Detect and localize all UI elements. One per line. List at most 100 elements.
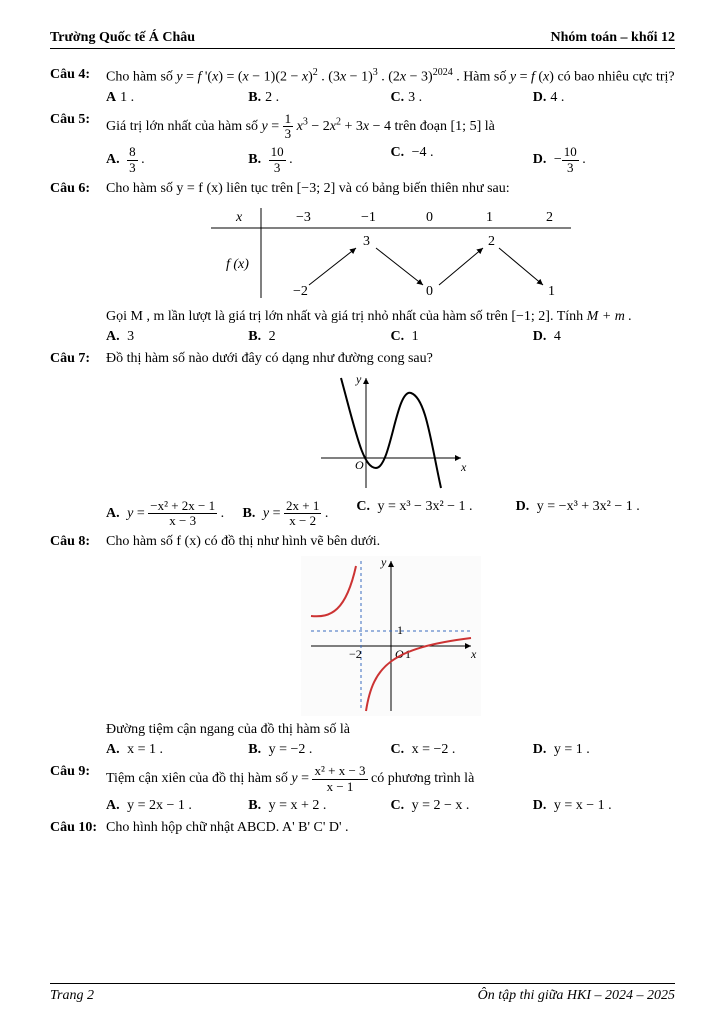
q7-opt-d: D. y = −x³ + 3x² − 1 .: [516, 499, 675, 529]
q9-opt-d: D. y = x − 1 .: [533, 798, 675, 814]
svg-text:y: y: [380, 556, 387, 569]
q7-b-den: x − 2: [284, 514, 321, 528]
q6-stem-a: Cho hàm số y = f (x) liên tục trên [−3; …: [106, 181, 675, 197]
q9-opt-b: B. y = x + 2 .: [248, 798, 390, 814]
q6-opt-a: A. 3: [106, 329, 248, 345]
q5-stem-pre: Giá trị lớn nhất của hàm số: [106, 119, 262, 134]
q7-opt-b: B. y = 2x + 1x − 2 .: [243, 499, 357, 529]
q6-stem-b-expr: M + m .: [587, 309, 632, 324]
q9-frac-num: x² + x − 3: [312, 764, 367, 779]
q4-opt-d: D.4 .: [533, 90, 675, 106]
q6-variation-table: x f (x) −3 −1 0 1 2 3 2 −2 0 1: [201, 203, 581, 303]
q4-stem: Cho hàm số y = f '(x) = (x − 1)(2 − x)2 …: [106, 67, 675, 86]
question-8: Câu 8: Cho hàm số f (x) có đồ thị như hì…: [50, 534, 675, 758]
q9-opt-c: C. y = 2 − x .: [391, 798, 533, 814]
q8-d: y = 1 .: [554, 742, 590, 757]
q5-opt-b: B. 103 .: [248, 145, 390, 175]
q5-d-num: 10: [562, 145, 579, 160]
q9-stem-post: có phương trình là: [371, 771, 474, 786]
svg-text:3: 3: [363, 234, 370, 249]
q7-opt-a: A. y = −x² + 2x − 1x − 3 .: [106, 499, 243, 529]
q4-opt-d-text: 4 .: [550, 90, 564, 105]
svg-text:f (x): f (x): [226, 257, 249, 272]
q8-b: y = −2 .: [269, 742, 313, 757]
svg-text:−3: −3: [296, 210, 311, 225]
q8-c: x = −2 .: [412, 742, 456, 757]
q7-label: Câu 7:: [50, 351, 106, 367]
q7-c: y = x³ − 3x² − 1 .: [377, 499, 472, 514]
q5-a-den: 3: [127, 161, 138, 175]
q8-graph: x y O −2 1 1: [301, 556, 481, 716]
q6-d: 4: [554, 329, 561, 344]
q5-b-den: 3: [269, 161, 286, 175]
q4-stem-post: có bao nhiêu cực trị?: [557, 70, 674, 85]
q5-label: Câu 5:: [50, 112, 106, 128]
q8-opt-b: B. y = −2 .: [248, 742, 390, 758]
q4-opt-a: A1 .: [106, 90, 248, 106]
q6-label: Câu 6:: [50, 181, 106, 197]
q7-a-num: −x² + 2x − 1: [148, 499, 217, 514]
q6-opt-b: B. 2: [248, 329, 390, 345]
q7-a-den: x − 3: [148, 514, 217, 528]
q8-opt-d: D. y = 1 .: [533, 742, 675, 758]
footer-left: Trang 2: [50, 988, 94, 1004]
q7-stem: Đồ thị hàm số nào dưới đây có dạng như đ…: [106, 351, 675, 367]
svg-text:x: x: [460, 460, 467, 474]
q8-opt-c: C. x = −2 .: [391, 742, 533, 758]
q6-c: 1: [412, 329, 419, 344]
q6-a: 3: [127, 329, 134, 344]
q6-b: 2: [269, 329, 276, 344]
q9-d: y = x − 1 .: [554, 798, 612, 813]
q6-stem-b: Gọi M , m lần lượt là giá trị lớn nhất v…: [106, 309, 675, 325]
question-6: Câu 6: Cho hàm số y = f (x) liên tục trê…: [50, 181, 675, 345]
q5-frac-num: 1: [283, 112, 294, 127]
question-9: Câu 9: Tiệm cận xiên của đồ thị hàm số y…: [50, 764, 675, 814]
q8-stem-a: Cho hàm số f (x) có đồ thị như hình vẽ b…: [106, 534, 675, 550]
svg-text:y: y: [355, 373, 362, 386]
svg-text:x: x: [235, 210, 243, 225]
q5-opt-c: C. −4 .: [391, 145, 533, 175]
q7-opt-c: C. y = x³ − 3x² − 1 .: [356, 499, 515, 529]
q4-opt-a-text: 1 .: [120, 90, 134, 105]
q8-a: x = 1 .: [127, 742, 163, 757]
question-10: Câu 10: Cho hình hộp chữ nhật ABCD. A' B…: [50, 820, 675, 840]
q5-b-num: 10: [269, 145, 286, 160]
q4-opt-c-text: 3 .: [408, 90, 422, 105]
q6-stem-b-pre: Gọi M , m lần lượt là giá trị lớn nhất v…: [106, 309, 587, 324]
q9-a: y = 2x − 1 .: [127, 798, 192, 813]
header-right: Nhóm toán – khối 12: [551, 30, 675, 46]
q6-opt-c: C. 1: [391, 329, 533, 345]
svg-text:2: 2: [546, 210, 553, 225]
q7-d: y = −x³ + 3x² − 1 .: [537, 499, 640, 514]
q7-b-num: 2x + 1: [284, 499, 321, 514]
q4-opt-c: C.3 .: [391, 90, 533, 106]
header-left: Trường Quốc tế Á Châu: [50, 30, 195, 46]
q6-opt-d: D. 4: [533, 329, 675, 345]
q5-opt-d: D. −103 .: [533, 145, 675, 175]
svg-text:1: 1: [548, 284, 555, 299]
q5-frac-den: 3: [283, 127, 294, 141]
q8-label: Câu 8:: [50, 534, 106, 550]
svg-text:0: 0: [426, 284, 433, 299]
q8-opt-a: A. x = 1 .: [106, 742, 248, 758]
q5-c-text: −4 .: [412, 145, 434, 160]
svg-text:2: 2: [488, 234, 495, 249]
q4-opt-b: B.2 .: [248, 90, 390, 106]
q5-a-num: 8: [127, 145, 138, 160]
q10-stem: Cho hình hộp chữ nhật ABCD. A' B' C' D' …: [106, 820, 675, 836]
question-4: Câu 4: Cho hàm số y = f '(x) = (x − 1)(2…: [50, 67, 675, 106]
q9-stem: Tiệm cận xiên của đồ thị hàm số y = x² +…: [106, 764, 675, 794]
svg-text:1: 1: [486, 210, 493, 225]
svg-text:O: O: [355, 458, 364, 472]
q5-opt-a: A. 83 .: [106, 145, 248, 175]
svg-text:−1: −1: [361, 210, 376, 225]
q8-stem-b: Đường tiệm cận ngang của đồ thị hàm số l…: [106, 722, 675, 738]
svg-text:−2: −2: [349, 647, 362, 661]
q7-curve: x y O: [311, 373, 471, 493]
q9-c: y = 2 − x .: [412, 798, 470, 813]
q9-frac-den: x − 1: [312, 780, 367, 794]
svg-text:0: 0: [426, 210, 433, 225]
question-7: Câu 7: Đồ thị hàm số nào dưới đây có dạn…: [50, 351, 675, 529]
q9-opt-a: A. y = 2x − 1 .: [106, 798, 248, 814]
q4-stem-mid: . Hàm số: [456, 70, 510, 85]
